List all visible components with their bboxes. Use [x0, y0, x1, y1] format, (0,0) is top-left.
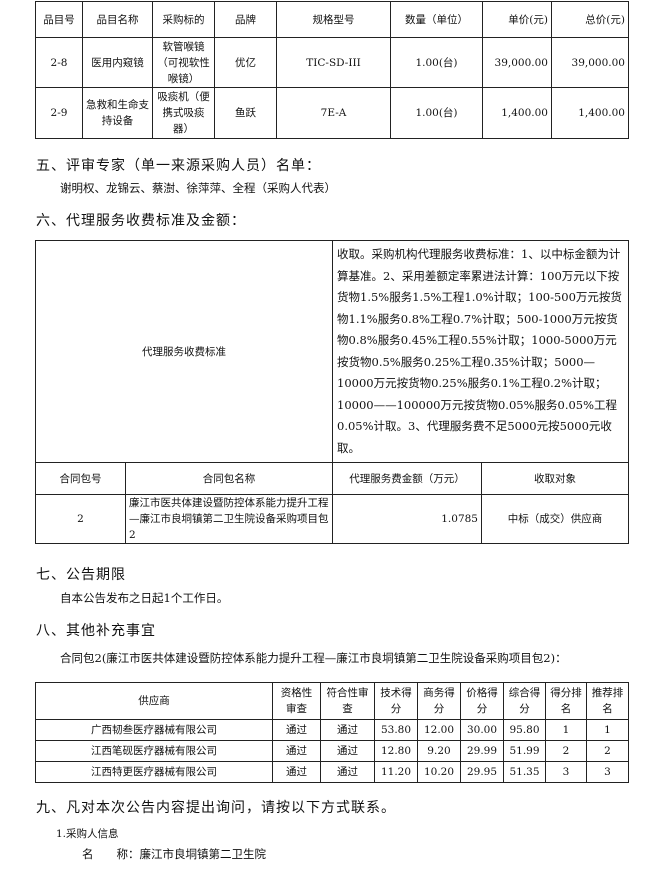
cell: 1.00(台)	[390, 37, 483, 88]
table-row: 江西特更医疗器械有限公司 通过 通过 11.20 10.20 29.95 51.35 3 3	[35, 761, 629, 783]
cell: 30.00	[460, 719, 504, 741]
header-cell: 品牌	[214, 1, 277, 38]
header-cell: 合同包号	[35, 462, 126, 495]
cell: 39,000.00	[482, 37, 552, 88]
table-row: 2-9 急救和生命支持设备 吸痰机（便携式吸痰器） 鱼跃 7E-A 1.00(台…	[35, 87, 629, 139]
cell: 2	[545, 740, 587, 762]
header-cell: 单价(元)	[482, 1, 552, 38]
cell: 中标（成交）供应商	[480, 494, 630, 544]
section9-heading: 九、凡对本次公告内容提出询问，请按以下方式联系。	[36, 800, 396, 816]
cell: 3	[545, 761, 587, 783]
package-line: 合同包2(廉江市医共体建设暨防控体系能力提升工程—廉江市良垌镇第二卫生院设备采购…	[60, 651, 567, 665]
cell: 1	[586, 719, 629, 741]
header-cell: 收取对象	[480, 462, 630, 495]
cell: 11.20	[374, 761, 418, 783]
header-cell: 品目号	[35, 1, 83, 38]
cell: 优亿	[214, 37, 277, 88]
header-cell: 总价(元)	[551, 1, 629, 38]
cell: 39,000.00	[551, 37, 629, 88]
cell: 7E-A	[276, 87, 391, 139]
cell: 江西特更医疗器械有限公司	[35, 761, 273, 783]
header-cell: 数量（单位）	[390, 1, 483, 38]
section5-heading: 五、评审专家（单一来源采购人员）名单：	[36, 158, 321, 174]
cell: 广西韧叁医疗器械有限公司	[35, 719, 273, 741]
cell: 1,400.00	[551, 87, 629, 139]
table-row: 2-8 医用内窥镜 软管喉镜（可视软性喉镜） 优亿 TIC-SD-III 1.0…	[35, 37, 629, 88]
cell: 2-9	[35, 87, 83, 139]
cell: 1,400.00	[482, 87, 552, 139]
fee-label: 代理服务收费标准	[35, 240, 333, 463]
cell: 95.80	[503, 719, 546, 741]
notice-period-text: 自本公告发布之日起1个工作日。	[60, 591, 229, 605]
header-cell: 规格型号	[276, 1, 391, 38]
cell: 1.0785	[332, 494, 482, 544]
cell: 1.00(台)	[390, 87, 483, 139]
cell: 通过	[272, 719, 321, 741]
cell: 通过	[320, 761, 375, 783]
cell: 12.80	[374, 740, 418, 762]
table-header-row: 供应商 资格性审查 符合性审查 技术得分 商务得分 价格得分 综合得分 得分排名…	[35, 682, 629, 720]
name-value: 廉江市良垌镇第二卫生院	[139, 847, 267, 861]
cell: 29.99	[460, 740, 504, 762]
header-cell: 代理服务费金额（万元）	[332, 462, 482, 495]
table-header-row: 合同包号 合同包名称 代理服务费金额（万元） 收取对象	[35, 462, 630, 495]
items-table: 品目号 品目名称 采购标的 品牌 规格型号 数量（单位） 单价(元) 总价(元)…	[35, 1, 629, 139]
cell: 51.35	[503, 761, 546, 783]
table-row: 2 廉江市医共体建设暨防控体系能力提升工程—廉江市良垌镇第二卫生院设备采购项目包…	[35, 494, 630, 544]
purchaser-name-row: 名 称：廉江市良垌镇第二卫生院	[82, 846, 266, 862]
header-cell: 得分排名	[545, 682, 587, 720]
cell: 廉江市医共体建设暨防控体系能力提升工程—廉江市良垌镇第二卫生院设备采购项目包2	[125, 494, 333, 544]
header-cell: 采购标的	[152, 1, 215, 38]
cell: 3	[586, 761, 629, 783]
cell: 12.00	[417, 719, 461, 741]
cell: 1	[545, 719, 587, 741]
cell: 29.95	[460, 761, 504, 783]
cell: TIC-SD-III	[276, 37, 391, 88]
cell: 51.99	[503, 740, 546, 762]
header-cell: 合同包名称	[125, 462, 333, 495]
header-cell: 综合得分	[503, 682, 546, 720]
cell: 通过	[272, 761, 321, 783]
expert-names: 谢明权、龙锦云、蔡澍、徐萍萍、全程（采购人代表）	[60, 181, 336, 195]
cell: 10.20	[417, 761, 461, 783]
header-cell: 商务得分	[417, 682, 461, 720]
section8-heading: 八、其他补充事宜	[36, 623, 156, 639]
cell: 通过	[272, 740, 321, 762]
fee-standard-row: 代理服务收费标准 收取。采购机构代理服务收费标准：1、以中标金额为计算基准。2、…	[35, 240, 630, 463]
cell: 急救和生命支持设备	[82, 87, 153, 139]
cell: 鱼跃	[214, 87, 277, 139]
section7-heading: 七、公告期限	[36, 567, 126, 583]
purchaser-info-subheading: 1.采购人信息	[56, 828, 119, 840]
cell: 53.80	[374, 719, 418, 741]
cell: 2	[586, 740, 629, 762]
cell: 9.20	[417, 740, 461, 762]
score-table: 供应商 资格性审查 符合性审查 技术得分 商务得分 价格得分 综合得分 得分排名…	[35, 682, 629, 783]
cell: 医用内窥镜	[82, 37, 153, 88]
cell: 吸痰机（便携式吸痰器）	[152, 87, 215, 139]
cell: 软管喉镜（可视软性喉镜）	[152, 37, 215, 88]
cell: 通过	[320, 740, 375, 762]
header-cell: 品目名称	[82, 1, 153, 38]
header-cell: 供应商	[35, 682, 273, 720]
table-header-row: 品目号 品目名称 采购标的 品牌 规格型号 数量（单位） 单价(元) 总价(元)	[35, 1, 629, 38]
cell: 2	[35, 494, 126, 544]
table-row: 广西韧叁医疗器械有限公司 通过 通过 53.80 12.00 30.00 95.80 1 1	[35, 719, 629, 741]
header-cell: 资格性审查	[272, 682, 321, 720]
header-cell: 价格得分	[460, 682, 504, 720]
section6-heading: 六、代理服务收费标准及金额：	[36, 213, 246, 229]
header-cell: 技术得分	[374, 682, 418, 720]
header-cell: 符合性审查	[320, 682, 375, 720]
fee-table: 代理服务收费标准 收取。采购机构代理服务收费标准：1、以中标金额为计算基准。2、…	[35, 240, 630, 544]
cell: 通过	[320, 719, 375, 741]
fee-text: 收取。采购机构代理服务收费标准：1、以中标金额为计算基准。2、采用差额定率累进法…	[331, 240, 630, 463]
cell: 江西笔砚医疗器械有限公司	[35, 740, 273, 762]
header-cell: 推荐排名	[586, 682, 629, 720]
name-label: 名 称：	[82, 847, 140, 861]
cell: 2-8	[35, 37, 83, 88]
table-row: 江西笔砚医疗器械有限公司 通过 通过 12.80 9.20 29.99 51.99 2 2	[35, 740, 629, 762]
